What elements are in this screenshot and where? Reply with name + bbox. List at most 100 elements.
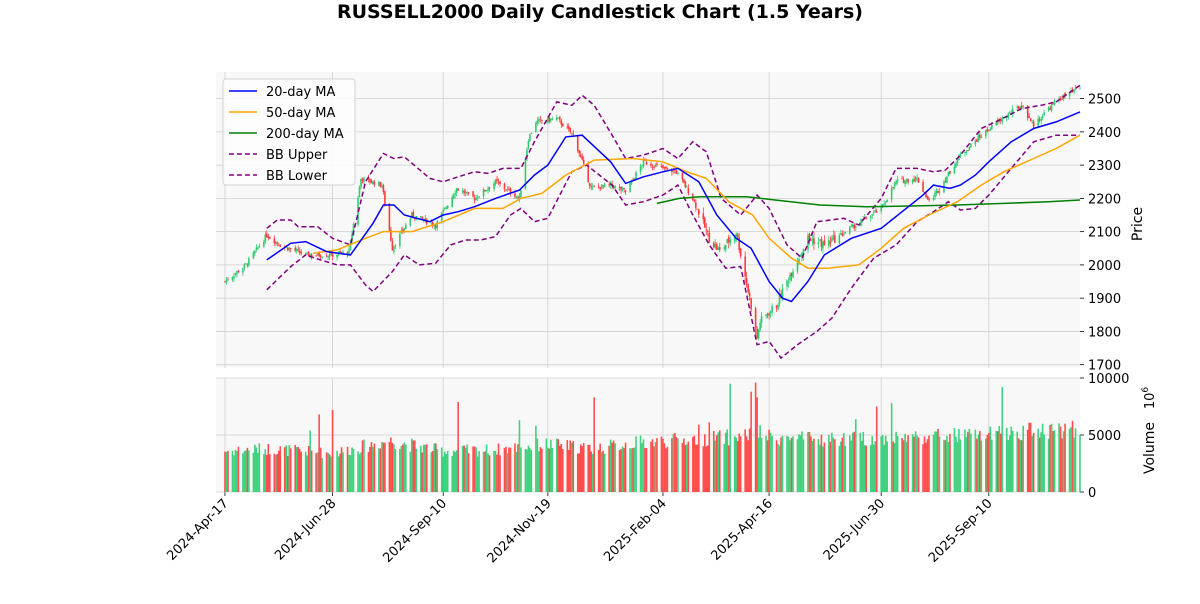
volume-bar	[382, 442, 385, 492]
volume-bar	[484, 451, 486, 492]
candle-body	[756, 328, 758, 339]
volume-bar	[339, 453, 341, 492]
candle-body	[351, 234, 353, 241]
candle-body	[1020, 105, 1023, 108]
volume-bar	[442, 456, 445, 492]
candle-body	[738, 236, 740, 251]
volume-bar	[968, 428, 971, 492]
volume-bar	[644, 448, 646, 492]
volume-bar	[611, 442, 613, 492]
volume-bar	[245, 450, 247, 492]
candle-body	[461, 190, 464, 192]
volume-bar	[789, 440, 791, 492]
volume-bar	[357, 451, 359, 492]
candle-body	[236, 271, 238, 275]
volume-bar	[988, 432, 990, 492]
candle-body	[843, 233, 845, 235]
volume-bar	[790, 437, 793, 492]
candle-body	[530, 133, 533, 134]
volume-bar	[662, 438, 664, 492]
candle-body	[712, 242, 715, 248]
volume-bar	[422, 444, 425, 492]
candle-body	[777, 304, 779, 310]
volume-bar	[844, 445, 847, 492]
candle-body	[339, 250, 341, 253]
candle-body	[949, 171, 951, 174]
candle-body	[911, 179, 914, 183]
volume-bar	[838, 445, 841, 492]
volume-bar	[686, 444, 688, 492]
volume-bar	[283, 447, 286, 492]
volume-bar	[286, 456, 289, 492]
volume-bar	[799, 435, 802, 492]
candle-body	[494, 179, 497, 185]
candle-body	[923, 191, 926, 194]
candle-body	[884, 201, 887, 203]
volume-bar	[820, 434, 823, 492]
volume-bar	[1061, 438, 1063, 492]
volume-bar	[712, 431, 715, 492]
volume-bar	[958, 428, 960, 492]
legend: 20-day MA 50-day MA 200-day MA BB Upper BB L…	[222, 78, 356, 186]
volume-bar	[727, 445, 730, 492]
candle-body	[623, 188, 625, 190]
candle-body	[813, 238, 815, 245]
volume-bar	[440, 447, 443, 492]
volume-bar	[693, 435, 696, 492]
volume-bar	[463, 445, 465, 492]
volume-bar	[475, 447, 477, 492]
price-tick-label: 2000	[1088, 259, 1121, 274]
candle-body	[488, 187, 491, 189]
candle-body	[433, 224, 436, 227]
volume-bar	[757, 437, 760, 492]
candle-body	[1079, 88, 1081, 90]
volume-bar	[989, 426, 992, 492]
volume-bar	[723, 443, 726, 492]
volume-bar	[340, 447, 343, 492]
volume-bar	[351, 447, 353, 492]
candle-body	[660, 166, 663, 168]
volume-bar	[518, 420, 521, 492]
candle-body	[724, 244, 727, 250]
candle-body	[705, 229, 708, 231]
candle-body	[639, 166, 642, 172]
volume-bar	[953, 428, 956, 492]
volume-bar	[618, 450, 621, 492]
volume-bar	[883, 444, 885, 492]
volume-bar	[433, 443, 436, 492]
candle-body	[233, 276, 235, 279]
volume-bar	[515, 451, 518, 492]
candle-body	[726, 239, 729, 244]
volume-bar	[405, 444, 407, 492]
candle-body	[819, 240, 821, 242]
volume-bar	[300, 451, 303, 492]
volume-bar	[321, 458, 323, 492]
candle-body	[421, 217, 424, 219]
candle-body	[769, 311, 772, 314]
candle-body	[234, 273, 237, 275]
volume-bar	[337, 456, 340, 492]
candle-body	[579, 154, 582, 157]
volume-bar	[384, 442, 386, 492]
candle-body	[258, 246, 261, 248]
volume-bar	[629, 448, 631, 492]
candle-body	[304, 252, 307, 254]
volume-bar	[1005, 427, 1008, 492]
candle-body	[346, 252, 349, 255]
volume-bar	[527, 445, 530, 492]
candle-body	[515, 196, 518, 198]
candle-body	[1019, 106, 1022, 109]
volume-exponent-label: 106	[1141, 387, 1158, 410]
candle-body	[901, 178, 903, 180]
candle-body	[336, 254, 338, 258]
candle-body	[1074, 88, 1077, 90]
volume-bar	[813, 438, 815, 492]
candle-body	[1028, 116, 1030, 119]
candle-body	[1047, 108, 1050, 112]
candle-body	[1049, 107, 1051, 110]
volume-bar	[579, 444, 582, 492]
candle-body	[1068, 92, 1071, 97]
candle-body	[369, 178, 371, 183]
volume-bar	[911, 434, 914, 492]
candle-body	[274, 241, 277, 245]
